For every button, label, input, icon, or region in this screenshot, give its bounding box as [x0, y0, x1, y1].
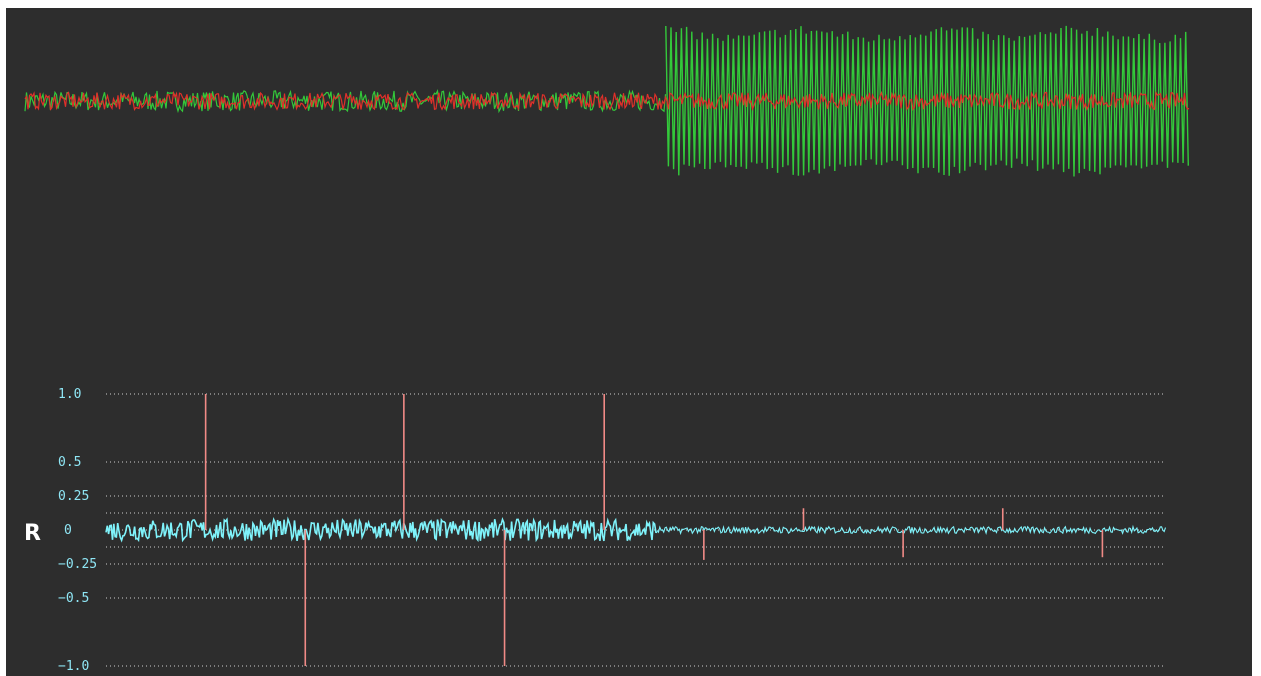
y-tick-label-0: 1.0 — [58, 387, 81, 402]
y-tick-label-4: −0.25 — [58, 557, 97, 572]
y-tick-label-3: 0 — [64, 523, 72, 538]
channel-label: R — [24, 521, 41, 546]
top-series-0-segment-1 — [665, 25, 1189, 177]
impulse-spikes — [204, 394, 1104, 666]
y-tick-label-6: −1.0 — [58, 659, 89, 674]
y-axis-ticks: 1.0 0.5 0.25 0 −0.25 −0.5 −1.0 — [58, 387, 97, 674]
y-tick-label-5: −0.5 — [58, 591, 89, 606]
bottom-series-0-segment-1 — [656, 524, 1167, 536]
top-series-0-segment-0 — [24, 88, 667, 114]
y-tick-label-1: 0.5 — [58, 455, 81, 470]
top-waveform-plot — [24, 25, 1190, 177]
bottom-series-0-segment-0 — [105, 516, 658, 543]
top-series-1-segment-0 — [24, 90, 1190, 111]
bottom-correlation-plot — [105, 516, 1167, 543]
y-tick-label-2: 0.25 — [58, 489, 89, 504]
